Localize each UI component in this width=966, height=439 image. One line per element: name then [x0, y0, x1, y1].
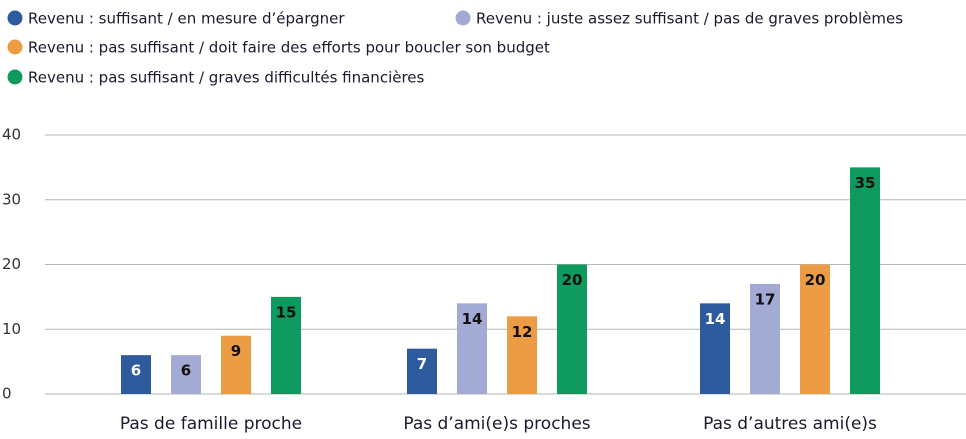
value-label: 9 — [231, 342, 241, 360]
bar — [507, 316, 537, 394]
bar — [221, 335, 251, 394]
legend-swatch — [455, 10, 471, 26]
value-label: 12 — [512, 323, 533, 341]
value-label: 35 — [855, 174, 876, 192]
bar — [850, 167, 880, 394]
bar — [121, 355, 151, 394]
value-label: 17 — [755, 290, 776, 308]
value-label: 14 — [462, 310, 483, 328]
x-tick-label: Pas d’autres ami(e)s — [703, 414, 877, 434]
bar — [407, 348, 437, 394]
y-tick-label: 20 — [2, 255, 21, 273]
value-label: 6 — [131, 362, 141, 380]
bar — [457, 303, 487, 394]
legend-label: Revenu : pas suffisant / graves difficul… — [28, 69, 425, 87]
x-tick-label: Pas de famille proche — [120, 414, 302, 434]
value-label: 20 — [562, 271, 583, 289]
legend-label: Revenu : juste assez suffisant / pas de … — [476, 10, 903, 28]
y-tick-label: 40 — [2, 126, 21, 144]
x-tick-label: Pas d’ami(e)s proches — [403, 414, 590, 434]
bar — [271, 296, 301, 394]
bar — [750, 283, 780, 394]
legend-label: Revenu : pas suffisant / doit faire des … — [28, 39, 550, 57]
bar — [800, 264, 830, 394]
legend-swatch — [7, 39, 23, 55]
legend-swatch — [7, 69, 23, 85]
value-label: 7 — [417, 355, 427, 373]
bar — [557, 264, 587, 394]
value-label: 20 — [805, 271, 826, 289]
value-label: 14 — [705, 310, 726, 328]
y-tick-label: 10 — [2, 320, 21, 338]
value-label: 6 — [181, 362, 191, 380]
bar — [171, 355, 201, 394]
legend-swatch — [7, 10, 23, 26]
bar — [700, 303, 730, 394]
value-label: 15 — [276, 303, 297, 321]
y-tick-label: 30 — [2, 190, 21, 208]
legend-label: Revenu : suffisant / en mesure d’épargne… — [28, 10, 345, 28]
y-tick-label: 0 — [2, 385, 12, 403]
